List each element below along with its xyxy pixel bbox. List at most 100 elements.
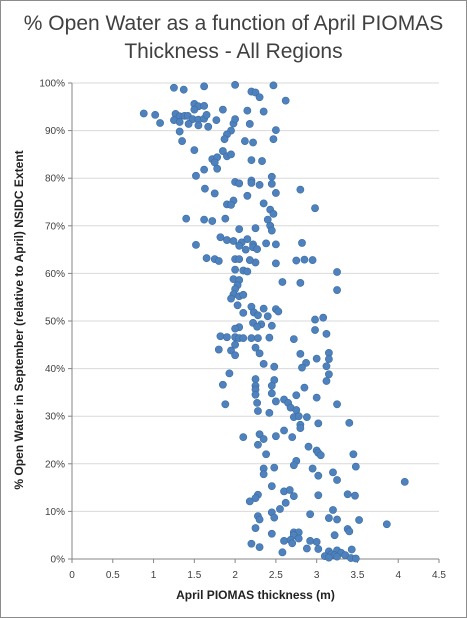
data-point	[280, 426, 288, 435]
y-tick-label: 60%	[45, 269, 65, 280]
data-point	[251, 524, 260, 532]
data-point	[214, 345, 223, 354]
data-point	[271, 189, 280, 197]
data-point	[382, 520, 391, 529]
data-point	[292, 391, 301, 400]
data-point	[351, 554, 360, 563]
y-tick-label: 50%	[45, 317, 65, 328]
data-point	[223, 333, 231, 342]
data-point	[235, 255, 244, 264]
data-point	[265, 408, 274, 417]
data-point	[220, 135, 229, 144]
data-point	[308, 256, 317, 264]
x-tick-label: 3.5	[350, 570, 364, 581]
data-point	[243, 235, 252, 244]
data-point	[314, 471, 323, 480]
data-point	[289, 335, 298, 343]
data-point	[304, 442, 313, 451]
data-point	[182, 214, 191, 223]
data-point	[227, 150, 235, 159]
data-point	[270, 463, 279, 472]
data-point	[200, 101, 209, 110]
data-point	[175, 127, 184, 136]
data-point	[285, 486, 294, 494]
data-point	[218, 105, 227, 114]
y-tick-label: 80%	[45, 174, 65, 185]
data-point	[267, 389, 276, 398]
data-point	[243, 191, 252, 200]
data-point	[333, 268, 341, 276]
data-point	[255, 180, 264, 189]
data-point	[253, 398, 262, 407]
data-point	[241, 245, 250, 254]
data-point	[306, 537, 315, 545]
data-point	[245, 497, 254, 506]
data-point	[276, 505, 284, 513]
data-point	[202, 110, 211, 119]
data-point	[267, 529, 276, 538]
data-point	[270, 362, 279, 371]
x-tick-label: 4	[395, 570, 401, 581]
data-point	[271, 397, 280, 406]
data-point	[274, 307, 283, 316]
data-point	[288, 433, 297, 442]
data-point	[251, 343, 260, 352]
data-point	[292, 256, 301, 265]
data-point	[247, 156, 256, 165]
data-point	[271, 126, 280, 135]
data-point	[247, 179, 256, 187]
data-point	[311, 315, 319, 324]
y-tick-labels: 0% 10% 20% 30% 40% 50% 60% 70% 80% 90% 100%	[39, 79, 65, 566]
y-tick-label: 40%	[45, 364, 65, 375]
data-point	[254, 311, 262, 320]
data-point	[278, 548, 287, 557]
data-point	[245, 256, 254, 264]
data-point	[311, 204, 319, 213]
data-point	[281, 96, 290, 105]
data-point	[349, 450, 358, 459]
x-tick-labels: 0 0.5 1 1.5 2 2.5 3 3.5 4 4.5	[69, 570, 446, 581]
data-point	[271, 240, 280, 249]
data-point	[156, 119, 164, 127]
data-point	[218, 380, 227, 389]
data-point	[333, 552, 341, 561]
data-point	[218, 147, 227, 155]
data-point	[333, 400, 341, 409]
y-tick-label: 70%	[45, 221, 65, 232]
data-point	[139, 109, 148, 118]
y-tick-label: 100%	[39, 79, 65, 90]
data-point	[204, 122, 213, 131]
data-point	[259, 435, 268, 443]
data-point	[271, 259, 280, 268]
data-point	[265, 333, 274, 342]
data-point	[255, 515, 264, 524]
data-point	[254, 334, 262, 343]
data-point	[351, 462, 360, 471]
data-point	[233, 301, 242, 310]
data-point	[289, 492, 298, 501]
data-point	[329, 468, 337, 477]
data-point	[259, 359, 268, 368]
data-point	[330, 531, 339, 540]
data-point	[267, 172, 276, 181]
data-point	[253, 322, 262, 331]
chart-title: % Open Water as a function of April PIOM…	[23, 12, 444, 63]
data-point	[239, 433, 248, 442]
data-point	[262, 450, 271, 459]
data-point	[179, 85, 188, 94]
data-point	[296, 349, 305, 358]
data-point	[302, 544, 311, 553]
data-point	[312, 537, 321, 546]
data-point	[247, 539, 256, 548]
data-point	[267, 482, 276, 491]
data-point	[280, 537, 288, 545]
x-tick-label: 4.5	[432, 570, 446, 581]
data-point	[214, 257, 223, 265]
y-tick-label: 0%	[51, 555, 66, 566]
data-point	[262, 239, 271, 248]
data-point	[347, 545, 356, 554]
data-point	[235, 241, 244, 250]
data-point	[281, 498, 290, 507]
data-point	[216, 233, 225, 242]
